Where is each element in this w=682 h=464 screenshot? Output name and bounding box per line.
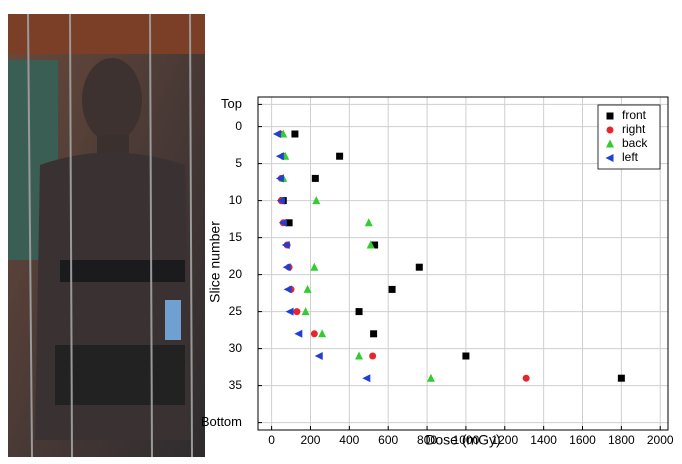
y-tick-label: 0 — [235, 119, 242, 133]
y-tick-label: 35 — [229, 378, 243, 392]
data-point — [283, 285, 292, 294]
data-point — [355, 351, 364, 360]
data-point — [312, 196, 321, 205]
x-tick-label: 200 — [300, 433, 320, 447]
data-point — [272, 130, 281, 138]
legend-label: right — [622, 122, 646, 136]
data-point — [362, 374, 371, 383]
data-point — [310, 330, 318, 338]
data-point — [294, 329, 303, 338]
x-axis-title: Dose (mGy) — [425, 432, 500, 448]
phantom-photo — [8, 13, 205, 458]
data-point — [293, 308, 301, 316]
data-point — [366, 240, 375, 249]
data-point — [310, 262, 319, 271]
data-point — [285, 307, 294, 316]
data-point — [303, 284, 312, 293]
data-point — [370, 330, 378, 338]
data-point — [285, 219, 293, 227]
data-point — [355, 308, 363, 316]
x-tick-label: 2000 — [647, 433, 674, 447]
data-point — [364, 218, 373, 227]
legend-marker — [606, 139, 614, 148]
data-point — [276, 196, 285, 205]
plot-frame — [257, 96, 669, 431]
data-point — [318, 329, 327, 338]
data-point — [301, 307, 310, 316]
data-point — [336, 152, 344, 160]
data-point — [415, 263, 423, 271]
y-tick-label: 5 — [235, 156, 242, 170]
legend-label: front — [622, 108, 647, 122]
data-point — [281, 241, 290, 249]
data-point — [388, 285, 396, 293]
data-point — [314, 352, 323, 360]
y-tick-label: 20 — [229, 267, 243, 281]
data-point — [522, 374, 530, 382]
x-tick-label: 600 — [378, 433, 398, 447]
data-point — [278, 218, 287, 227]
legend-label: left — [622, 150, 639, 164]
data-point — [279, 129, 288, 138]
x-tick-label: 1000 — [453, 433, 480, 447]
y-tick-label: 25 — [229, 304, 243, 318]
x-tick-label: 800 — [417, 433, 437, 447]
y-tick-label: 30 — [229, 341, 243, 355]
y-axis-title: Slice number — [207, 221, 223, 303]
data-point — [291, 130, 299, 138]
data-point — [275, 152, 284, 161]
data-point — [275, 174, 284, 183]
data-point — [371, 241, 379, 249]
legend-label: back — [622, 136, 648, 150]
legend-marker — [606, 112, 614, 120]
y-tick-label: Top — [221, 96, 242, 111]
data-point — [426, 373, 435, 382]
y-tick-label: 10 — [229, 193, 243, 207]
legend-marker — [606, 126, 614, 134]
x-tick-label: 400 — [339, 433, 359, 447]
data-point — [311, 174, 319, 182]
y-tick-label: 15 — [229, 230, 243, 244]
data-point — [369, 352, 377, 360]
data-point — [617, 374, 625, 382]
x-tick-label: 1400 — [530, 433, 557, 447]
x-tick-label: 1800 — [608, 433, 635, 447]
data-point — [462, 352, 470, 360]
x-tick-label: 1200 — [491, 433, 518, 447]
data-point — [282, 263, 291, 272]
legend-marker — [605, 154, 614, 162]
x-tick-label: 0 — [268, 433, 275, 447]
y-tick-label: Bottom — [201, 414, 242, 429]
x-tick-label: 1600 — [569, 433, 596, 447]
